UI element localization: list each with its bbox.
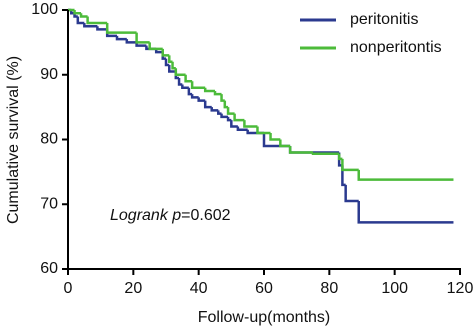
- survival-step: [311, 152, 340, 155]
- survival-step: [233, 113, 245, 122]
- x-tick-label: 100: [381, 280, 408, 297]
- survival-step: [279, 139, 291, 148]
- survival-step: [197, 97, 206, 102]
- survival-step: [86, 16, 108, 25]
- survival-step: [269, 133, 281, 141]
- y-tick-label: 100: [31, 1, 58, 18]
- x-axis-title: Follow-up(months): [198, 309, 330, 326]
- x-tick-label: 0: [64, 280, 73, 297]
- annotation-italic: Logrank p: [110, 207, 181, 224]
- y-tick-label: 70: [40, 195, 58, 212]
- legend-label: peritonitis: [350, 11, 418, 28]
- survival-step: [83, 22, 98, 28]
- survival-step: [177, 77, 183, 86]
- survival-step: [76, 16, 85, 25]
- survival-step: [226, 107, 235, 115]
- survival-step: [125, 39, 137, 44]
- survival-step: [115, 35, 127, 41]
- survival-step: [210, 107, 219, 112]
- survival-step: [357, 201, 454, 224]
- survival-step: [105, 22, 137, 34]
- survival-step: [168, 55, 173, 64]
- survival-step: [174, 68, 186, 76]
- survival-step: [203, 100, 212, 109]
- x-tick-label: 80: [320, 280, 338, 297]
- survival-step: [236, 126, 248, 132]
- annotation-text: =0.602: [181, 207, 230, 224]
- survival-step: [73, 10, 82, 15]
- legend-label: nonperitontis: [350, 39, 442, 56]
- x-tick-label: 120: [447, 280, 474, 297]
- survival-step: [171, 61, 176, 70]
- survival-step: [190, 94, 199, 99]
- survival-step: [243, 120, 258, 128]
- survival-step: [79, 13, 88, 18]
- survival-step: [184, 74, 193, 83]
- survival-step: [148, 42, 163, 51]
- survival-step: [256, 126, 271, 135]
- y-tick-label: 80: [40, 131, 58, 148]
- survival-step: [226, 116, 232, 122]
- y-tick-label: 60: [40, 260, 58, 277]
- survival-step: [217, 110, 222, 115]
- y-axis-title: Cumulative survival (%): [5, 56, 22, 224]
- survival-step: [161, 48, 170, 57]
- survival-step: [220, 113, 229, 119]
- x-tick-label: 20: [124, 280, 142, 297]
- x-tick-label: 60: [255, 280, 273, 297]
- survival-step: [203, 87, 215, 93]
- survival-step: [288, 145, 313, 154]
- y-tick-label: 90: [40, 66, 58, 83]
- survival-step: [190, 81, 206, 89]
- survival-step: [135, 32, 150, 44]
- survival-step: [341, 158, 359, 172]
- survival-step: [230, 120, 238, 128]
- survival-step: [344, 184, 359, 203]
- survival-step: [357, 169, 454, 181]
- survival-step: [168, 65, 176, 73]
- survival-step: [181, 84, 189, 89]
- annotation: Logrank p=0.602: [110, 207, 231, 224]
- survival-step: [223, 100, 229, 109]
- x-tick-label: 40: [190, 280, 208, 297]
- survival-step: [213, 90, 222, 96]
- survival-step: [220, 94, 225, 102]
- survival-step: [96, 26, 108, 31]
- survival-step: [337, 153, 343, 161]
